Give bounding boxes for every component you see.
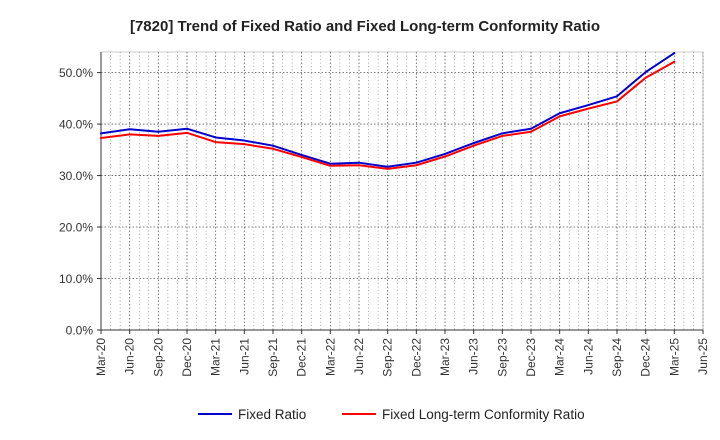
data-point (329, 162, 332, 165)
data-point (300, 154, 303, 156)
data-point (329, 164, 332, 167)
data-point (415, 164, 418, 167)
x-tick-label: Jun-25 (696, 338, 710, 375)
data-point (186, 127, 188, 130)
data-point (157, 130, 160, 133)
data-point (558, 112, 561, 115)
legend: Fixed Ratio Fixed Long-term Conformity Ra… (198, 407, 585, 422)
y-tick-label: 30.0% (59, 169, 93, 183)
data-point (272, 147, 274, 150)
x-tick-label: Mar-23 (438, 338, 452, 376)
data-point (386, 165, 389, 168)
x-tick-label: Jun-23 (467, 338, 481, 375)
data-point (587, 107, 590, 110)
data-point (243, 143, 246, 146)
chart-title: [7820] Trend of Fixed Ratio and Fixed Lo… (130, 18, 600, 35)
x-tick-label: Jun-21 (237, 338, 251, 375)
y-tick-label: 40.0% (59, 118, 93, 132)
data-point (616, 95, 618, 98)
y-tick-label: 0.0% (66, 324, 94, 338)
x-tick-label: Dec-24 (639, 338, 653, 377)
legend-label-2: Fixed Long-term Conformity Ratio (382, 407, 585, 422)
x-tick-label: Dec-20 (180, 338, 194, 377)
x-tick-label: Sep-20 (151, 338, 165, 377)
x-tick-label: Jun-22 (352, 338, 366, 375)
data-point (386, 167, 389, 170)
x-tick-label: Mar-24 (553, 338, 567, 376)
data-point (128, 128, 131, 131)
data-point (415, 161, 418, 164)
y-tick-label: 10.0% (59, 272, 93, 286)
x-tick-label: Sep-21 (266, 338, 280, 377)
data-point (501, 135, 504, 137)
data-point (272, 144, 274, 147)
data-point (472, 142, 475, 145)
data-point (243, 139, 246, 142)
data-point (472, 144, 475, 147)
data-point (358, 161, 360, 164)
x-tick-label: Jun-24 (581, 338, 595, 375)
data-point (673, 60, 676, 63)
data-point (530, 130, 532, 133)
data-point (100, 137, 102, 139)
x-tick-label: Sep-22 (381, 338, 395, 377)
plot-background (101, 52, 703, 330)
data-point (300, 156, 303, 158)
data-point (128, 133, 131, 136)
data-point (616, 100, 618, 103)
data-point (214, 136, 217, 139)
data-point (157, 135, 160, 137)
data-point (644, 76, 647, 79)
y-tick-label: 20.0% (59, 221, 93, 235)
data-point (673, 52, 676, 54)
x-tick-label: Sep-24 (610, 338, 624, 377)
x-tick-label: Mar-25 (667, 338, 681, 376)
data-point (558, 115, 561, 118)
data-point (530, 127, 532, 130)
data-point (444, 155, 446, 158)
data-point (358, 164, 360, 167)
x-tick-label: Dec-23 (524, 338, 538, 377)
x-tick-label: Dec-21 (295, 338, 309, 377)
data-point (587, 104, 590, 106)
x-tick-label: Sep-23 (495, 338, 509, 377)
plot-area: 0.0% 10.0% 20.0% 30.0% 40.0% 50.0% Mar-20 Jun-2… (59, 51, 710, 377)
x-tick-label: Dec-22 (409, 338, 423, 377)
y-tick-label: 50.0% (59, 66, 93, 80)
legend-label-1: Fixed Ratio (238, 407, 306, 422)
x-tick-label: Mar-20 (94, 338, 108, 376)
x-tick-label: Mar-22 (323, 338, 337, 376)
data-point (186, 131, 188, 134)
data-point (501, 132, 504, 135)
data-point (100, 132, 102, 135)
x-tick-label: Mar-21 (209, 338, 223, 376)
x-tick-label: Jun-20 (123, 338, 137, 375)
data-point (644, 71, 647, 73)
data-point (444, 153, 446, 155)
data-point (214, 141, 217, 143)
